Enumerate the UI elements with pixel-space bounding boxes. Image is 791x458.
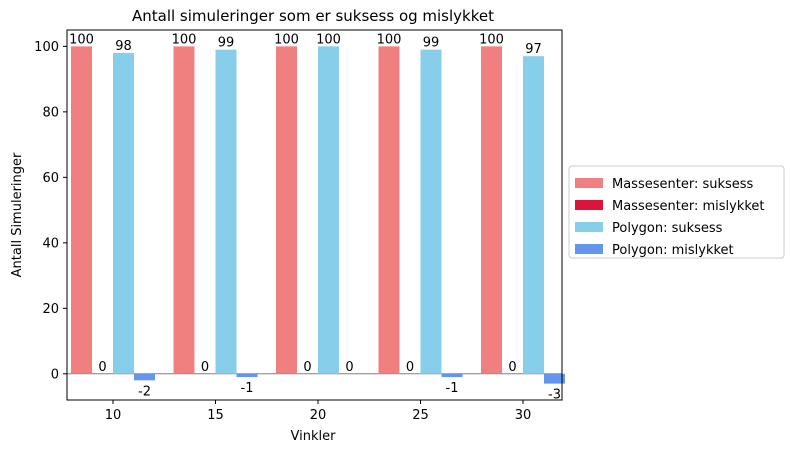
data-label-series-1-20: 100 <box>274 32 299 47</box>
legend-label-3: Polygon: suksess <box>612 221 723 236</box>
data-label-series-1-15: 100 <box>172 32 197 47</box>
legend-label-1: Massesenter: suksess <box>612 177 754 192</box>
data-label-series-2-30: 0 <box>508 360 516 375</box>
data-label-series-2-20: 0 <box>303 360 311 375</box>
x-tick-label-15: 15 <box>207 408 224 423</box>
data-label-series-1-25: 100 <box>377 32 402 47</box>
legend-label-4: Polygon: mislykket <box>612 243 734 258</box>
axes: 10 15 20 25 30 0 20 40 60 80 100 <box>34 40 531 423</box>
data-label-series-4-20: 0 <box>345 360 353 375</box>
bar-series-3-10 <box>113 52 134 374</box>
data-label-series-1-30: 100 <box>479 32 504 47</box>
plot-frame <box>66 29 563 401</box>
bar-series-3-25 <box>420 49 442 374</box>
y-tick-label-20: 20 <box>42 302 59 317</box>
x-tick-label-30: 30 <box>515 408 532 423</box>
x-axis-label: Vinkler <box>291 429 337 444</box>
legend-swatch-2 <box>575 200 603 210</box>
bar-series-4-15 <box>236 373 258 378</box>
bar-series-4-10 <box>134 373 155 381</box>
data-label-series-3-20: 100 <box>316 32 341 47</box>
data-label-series-2-15: 0 <box>201 360 209 375</box>
data-label-series-3-10: 98 <box>115 39 132 54</box>
data-label-series-4-30: -3 <box>548 388 561 403</box>
legend: Massesenter: suksess Massesenter: mislykk… <box>568 165 785 259</box>
y-axis-label: Antall Simuleringer <box>10 152 25 277</box>
bar-series-1-20 <box>276 46 297 374</box>
data-label-series-2-25: 0 <box>406 360 414 375</box>
bar-series-1-15 <box>173 46 195 374</box>
legend-label-2: Massesenter: mislykket <box>612 199 765 214</box>
legend-box <box>568 165 785 259</box>
y-tick-label-60: 60 <box>42 171 59 186</box>
plot-area: 100 0 98 -2 100 0 99 -1 100 0 100 0 100 0 99 -1 100 0 97 -3 <box>67 32 565 403</box>
x-tick-label-10: 10 <box>105 408 122 423</box>
legend-swatch-1 <box>575 178 603 188</box>
bar-series-1-10 <box>71 46 92 374</box>
data-label-series-3-30: 97 <box>525 42 542 57</box>
data-label-series-4-25: -1 <box>446 381 459 396</box>
y-tick-label-40: 40 <box>42 236 59 251</box>
bar-series-3-20 <box>318 46 339 374</box>
bar-series-3-30 <box>523 56 544 374</box>
y-tick-label-80: 80 <box>42 105 59 120</box>
data-label-series-1-10: 100 <box>69 32 94 47</box>
chart-title: Antall simuleringer som er suksess og mi… <box>132 7 494 25</box>
legend-swatch-4 <box>575 244 603 254</box>
bar-series-1-30 <box>481 46 502 374</box>
y-tick-label-0: 0 <box>51 367 59 382</box>
y-tick-label-100: 100 <box>34 40 59 55</box>
bar-series-3-15 <box>215 49 237 374</box>
bar-series-1-25 <box>378 46 400 374</box>
data-label-series-4-15: -1 <box>241 381 254 396</box>
x-tick-label-20: 20 <box>310 408 327 423</box>
data-label-series-2-10: 0 <box>98 360 106 375</box>
data-label-series-3-25: 99 <box>423 36 440 51</box>
legend-swatch-3 <box>575 222 603 232</box>
bar-series-4-30 <box>544 373 565 384</box>
bar-series-4-25 <box>441 373 463 378</box>
data-label-series-4-10: -2 <box>138 384 151 399</box>
data-label-series-3-15: 99 <box>218 36 235 51</box>
x-tick-label-25: 25 <box>412 408 429 423</box>
